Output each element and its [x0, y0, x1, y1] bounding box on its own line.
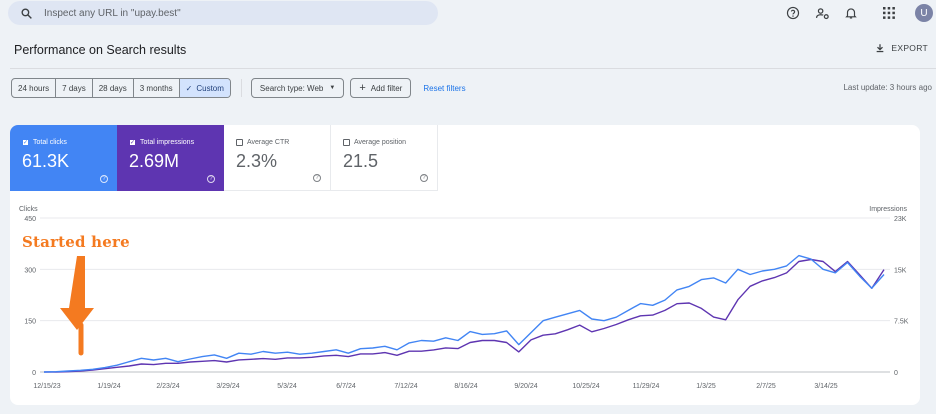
check-icon: ✓ — [185, 83, 193, 93]
x-tick-label: 3/29/24 — [216, 383, 239, 390]
range-3-months[interactable]: 3 months — [134, 79, 180, 97]
range-24-hours[interactable]: 24 hours — [12, 79, 57, 97]
metric-label: Average CTR — [247, 139, 290, 146]
x-tick-label: 6/7/24 — [336, 383, 356, 390]
x-tick-label: 11/29/24 — [633, 383, 660, 390]
impressions-line — [44, 258, 885, 373]
x-tick-label: 2/7/25 — [756, 383, 776, 390]
checkbox-unchecked-icon — [343, 139, 350, 146]
y-tick-label-right: 0 — [894, 370, 898, 377]
x-tick-label: 5/3/24 — [277, 383, 297, 390]
help-icon[interactable]: ? — [207, 175, 215, 183]
search-type-label: Search type: Web — [259, 83, 324, 93]
x-tick-label: 8/16/24 — [454, 383, 477, 390]
annotation-arrow — [60, 256, 94, 330]
date-range-selector: 24 hours 7 days 28 days 3 months ✓ Custo… — [11, 78, 231, 98]
x-tick-label: 7/12/24 — [394, 383, 417, 390]
manage-users-icon[interactable] — [814, 5, 830, 21]
apps-grid-icon[interactable] — [881, 5, 897, 21]
range-28-days[interactable]: 28 days — [93, 79, 134, 97]
add-filter-button[interactable]: + Add filter — [350, 78, 412, 98]
y-axis-title-right: Impressions — [869, 206, 907, 213]
plus-icon: + — [359, 82, 366, 94]
metric-average-ctr[interactable]: Average CTR 2.3% ? — [224, 125, 331, 191]
y-tick-label-right: 23K — [894, 216, 907, 223]
top-bar: Inspect any URL in "upay.best" U — [0, 0, 936, 30]
notifications-icon[interactable] — [843, 5, 859, 21]
last-update-text: Last update: 3 hours ago — [843, 83, 932, 92]
performance-chart: Clicks Impressions 450 23K 300 15K 150 7.5K 0 0 12… — [19, 206, 909, 390]
x-tick-label: 9/20/24 — [514, 383, 537, 390]
range-7-days[interactable]: 7 days — [56, 79, 93, 97]
x-tick-label: 12/15/23 — [33, 383, 60, 390]
metric-label: Total impressions — [140, 139, 195, 146]
reset-filters-link[interactable]: Reset filters — [423, 83, 466, 93]
y-tick-label-left: 150 — [24, 319, 36, 326]
x-tick-label: 1/19/24 — [97, 383, 120, 390]
y-tick-label-left: 450 — [24, 216, 36, 223]
metric-label: Total clicks — [33, 139, 67, 146]
x-tick-label: 2/23/24 — [156, 383, 179, 390]
metric-label: Average position — [354, 139, 407, 146]
divider — [240, 79, 242, 97]
y-axis-title-left: Clicks — [19, 206, 38, 213]
performance-card: ✓ Total clicks 61.3K ? ✓ Total impressions… — [10, 125, 920, 405]
range-custom[interactable]: ✓ Custom — [179, 79, 230, 97]
filter-bar: 24 hours 7 days 28 days 3 months ✓ Custo… — [11, 78, 466, 98]
y-tick-label-right: 7.5K — [894, 319, 909, 326]
avatar[interactable]: U — [915, 4, 933, 22]
add-filter-label: Add filter — [370, 83, 403, 93]
annotation-text: Started here — [22, 233, 130, 251]
search-type-dropdown[interactable]: Search type: Web ▼ — [250, 78, 345, 98]
metric-total-impressions[interactable]: ✓ Total impressions 2.69M ? — [117, 125, 224, 191]
metric-value: 2.69M — [129, 151, 180, 171]
url-inspect-search[interactable]: Inspect any URL in "upay.best" — [8, 1, 438, 25]
checkbox-unchecked-icon — [236, 139, 243, 146]
metric-value: 61.3K — [22, 151, 70, 171]
metric-average-position[interactable]: Average position 21.5 ? — [331, 125, 438, 191]
export-button[interactable]: EXPORT — [875, 43, 928, 53]
y-tick-label-right: 15K — [894, 267, 907, 274]
x-tick-label: 1/3/25 — [696, 383, 716, 390]
metric-total-clicks[interactable]: ✓ Total clicks 61.3K ? — [10, 125, 117, 191]
help-icon[interactable]: ? — [100, 175, 108, 183]
y-tick-label-left: 300 — [24, 267, 36, 274]
metric-value: 21.5 — [343, 151, 379, 171]
search-placeholder: Inspect any URL in "upay.best" — [44, 7, 181, 19]
y-tick-label-left: 0 — [32, 370, 36, 377]
clicks-line — [43, 254, 885, 373]
page-title: Performance on Search results — [14, 43, 187, 57]
download-icon — [875, 43, 885, 53]
metric-value: 2.3% — [236, 151, 278, 171]
x-tick-label: 10/25/24 — [572, 383, 599, 390]
x-tick-label: 3/14/25 — [814, 383, 837, 390]
divider — [10, 68, 936, 69]
checkbox-checked-icon: ✓ — [129, 139, 136, 146]
caret-down-icon: ▼ — [329, 85, 336, 91]
help-icon[interactable]: ? — [420, 174, 428, 182]
checkbox-checked-icon: ✓ — [22, 139, 29, 146]
search-icon — [20, 6, 34, 20]
range-custom-label: Custom — [196, 83, 224, 93]
help-icon[interactable]: ? — [313, 174, 321, 182]
help-icon[interactable] — [785, 5, 801, 21]
export-label: EXPORT — [891, 43, 928, 53]
